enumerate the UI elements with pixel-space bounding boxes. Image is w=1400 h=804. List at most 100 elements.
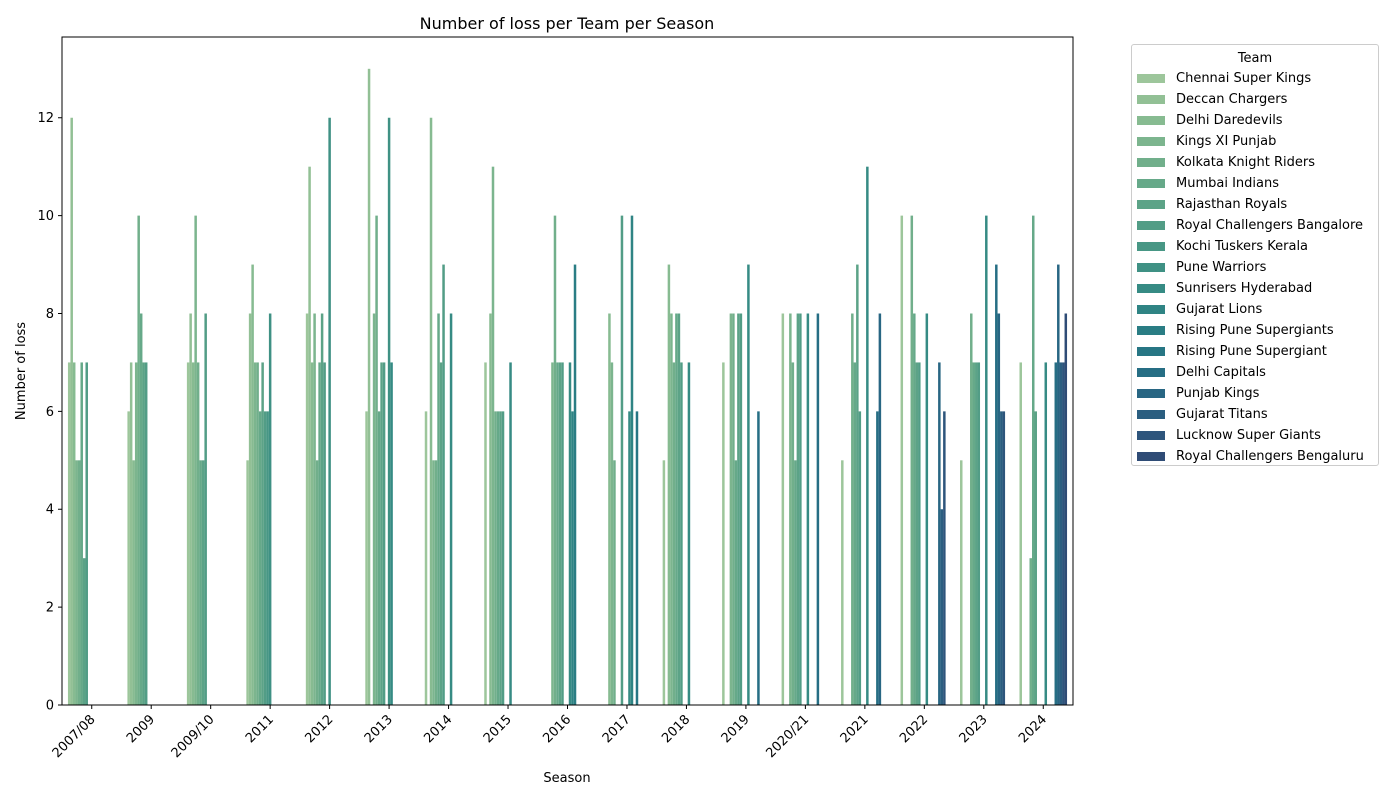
legend-swatch (1137, 368, 1165, 377)
bar (387, 117, 391, 705)
bar (191, 362, 195, 705)
bar (1044, 362, 1048, 705)
bar (75, 460, 78, 705)
bar (204, 313, 207, 705)
bar (610, 362, 614, 705)
bar (142, 362, 145, 705)
bar (675, 313, 678, 705)
legend-item: Gujarat Lions (1132, 299, 1378, 320)
x-tick-label: 2013 (362, 712, 396, 746)
legend-item: Kings XI Punjab (1132, 131, 1378, 152)
bar (910, 215, 914, 705)
bar (972, 362, 976, 705)
bar (667, 264, 671, 705)
bar (313, 313, 316, 705)
bar (680, 362, 683, 705)
x-tick-label: 2023 (957, 712, 991, 746)
x-tick-label: 2024 (1016, 712, 1050, 746)
legend-item: Royal Challengers Bangalore (1132, 215, 1378, 236)
legend-swatch (1137, 263, 1165, 272)
y-tick-label: 12 (37, 111, 54, 126)
bar (794, 460, 797, 705)
y-tick-label: 0 (46, 699, 54, 714)
bar (315, 460, 319, 705)
bar (918, 362, 921, 705)
bar (127, 411, 130, 705)
bar (722, 362, 725, 705)
bar (77, 460, 81, 705)
bar (82, 558, 86, 705)
legend-item: Sunrisers Hyderabad (1132, 278, 1378, 299)
legend-item: Kolkata Knight Riders (1132, 152, 1378, 173)
bar (791, 362, 795, 705)
legend-label: Punjab Kings (1176, 386, 1260, 401)
bar (970, 313, 973, 705)
bar (913, 313, 916, 705)
chart-title: Number of loss per Team per Season (420, 14, 715, 33)
legend-label: Gujarat Lions (1176, 302, 1263, 317)
bar (628, 411, 631, 705)
bar (796, 313, 800, 705)
x-tick-label: 2016 (540, 712, 574, 746)
legend-swatch (1137, 116, 1165, 125)
bar (323, 362, 326, 705)
bar (328, 117, 331, 705)
x-axis-label: Season (543, 771, 590, 786)
bar (1034, 411, 1037, 705)
x-tick-label: 2009/10 (169, 712, 218, 761)
bar (734, 460, 738, 705)
bar (484, 362, 487, 705)
bar (672, 362, 676, 705)
bar (489, 313, 492, 705)
legend-swatch (1137, 242, 1165, 251)
legend-swatch (1137, 221, 1165, 230)
legend-items: Chennai Super Kings Deccan Chargers Delhi … (1132, 68, 1378, 467)
bar (687, 362, 691, 705)
bar (194, 215, 197, 705)
bar (253, 362, 257, 705)
legend-label: Rising Pune Supergiants (1176, 323, 1334, 338)
bar (997, 313, 1001, 705)
legend: Team Chennai Super Kings Deccan Chargers D… (1131, 44, 1379, 466)
bar (556, 362, 559, 705)
bar (1059, 362, 1063, 705)
x-tick-label: 2021 (838, 712, 872, 746)
x-tick-label: 2012 (302, 712, 336, 746)
bar (310, 362, 314, 705)
bar (977, 362, 981, 705)
x-tick-label: 2009 (124, 712, 158, 746)
legend-item: Chennai Super Kings (1132, 68, 1378, 89)
x-tick-label: 2022 (897, 712, 931, 746)
bar (375, 215, 378, 705)
legend-label: Kings XI Punjab (1176, 134, 1277, 149)
bar (878, 313, 882, 705)
bar (449, 313, 453, 705)
y-tick-label: 6 (46, 405, 54, 420)
bar (305, 313, 309, 705)
bar (940, 509, 944, 705)
bar (367, 68, 371, 705)
bar (434, 460, 438, 705)
legend-label: Rajasthan Royals (1176, 197, 1288, 212)
bar (561, 362, 564, 705)
legend-label: Sunrisers Hyderabad (1176, 281, 1313, 296)
bar (1032, 215, 1035, 705)
legend-label: Royal Challengers Bangalore (1176, 218, 1364, 233)
bar (670, 313, 673, 705)
legend-label: Delhi Capitals (1176, 365, 1266, 380)
bar (739, 313, 743, 705)
y-tick-label: 4 (46, 503, 54, 518)
legend-item: Pune Warriors (1132, 257, 1378, 278)
bar (201, 460, 205, 705)
legend-item: Punjab Kings (1132, 383, 1378, 404)
bar (67, 362, 71, 705)
legend-item: Rising Pune Supergiant (1132, 341, 1378, 362)
x-tick-label: 2017 (600, 712, 634, 746)
bar (995, 264, 998, 705)
bar (853, 362, 857, 705)
bar (268, 313, 272, 705)
legend-label: Kolkata Knight Riders (1176, 155, 1316, 170)
bar (925, 313, 929, 705)
legend-item: Lucknow Super Giants (1132, 425, 1378, 446)
